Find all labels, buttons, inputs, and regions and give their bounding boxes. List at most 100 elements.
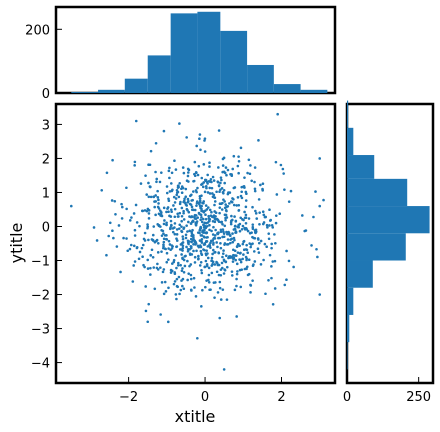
scatter-point [190,205,194,209]
scatter-point [228,202,231,205]
scatter-point [165,210,168,214]
scatter-point [133,160,137,164]
scatter-point [186,278,189,282]
scatter-point [219,181,222,185]
scatter-point [205,249,208,252]
scatter-point [208,192,212,195]
scatter-point [175,239,179,242]
scatter-point [151,233,155,237]
scatter-point [192,208,195,212]
scatter-point [181,267,184,270]
scatter-point [232,154,236,158]
scatter-point [170,210,173,214]
scatter-point [184,195,188,198]
scatter-point [178,292,181,296]
scatter-point [105,253,108,257]
scatter-point [201,182,204,186]
scatter-point [171,188,174,192]
scatter-y-axis: −4 −3 −2 −1 0 1 2 3 [31,118,62,372]
scatter-point [170,223,173,227]
scatter-point [152,195,156,199]
scatter-point [192,235,195,239]
scatter-point [210,229,213,233]
scatter-point [190,240,193,244]
scatter-point [193,174,197,178]
x-histogram-tick-label: 0 [42,87,50,102]
scatter-point [200,252,203,255]
scatter-point [111,158,114,162]
y-histogram-bar [347,178,408,207]
scatter-point [188,202,192,206]
scatter-point [152,266,156,269]
scatter-point [230,237,234,241]
scatter-point [253,187,257,191]
scatter-point [210,264,214,267]
scatter-point [222,198,225,201]
scatter-point [156,196,160,199]
scatter-point [242,248,246,251]
scatter-point [147,212,151,215]
scatter-point [253,180,256,184]
scatter-point [203,190,207,194]
scatter-point [239,251,242,255]
scatter-point [193,261,197,264]
scatter-point [149,149,153,153]
scatter-point [197,257,200,260]
scatter-point [195,200,199,203]
scatter-point [236,225,240,229]
y-marginal-histogram: 0 250 [343,100,435,405]
y-histogram-bars [347,100,430,370]
scatter-point [182,258,186,262]
scatter-point [146,320,150,324]
scatter-point [225,265,229,269]
x-histogram-bar [197,11,221,94]
scatter-point [175,245,178,249]
scatter-point [178,211,182,215]
scatter-point [221,223,224,226]
scatter-point [175,297,178,301]
scatter-point [177,195,181,199]
scatter-point [158,180,162,184]
scatter-point [182,171,186,175]
scatter-point [287,200,291,203]
scatter-point [186,208,189,212]
scatter-point [193,286,196,289]
scatter-point [165,260,169,264]
scatter-point [231,232,234,235]
scatter-point [224,166,228,169]
scatter-point [245,258,248,262]
scatter-point [220,261,224,265]
y-histogram-bar [347,127,354,156]
scatter-point [270,276,273,280]
scatter-point [192,242,195,246]
scatter-point [197,211,201,215]
scatter-point [180,242,184,245]
scatter-point [148,163,152,167]
scatter-point [224,216,227,220]
scatter-point [318,204,322,208]
scatter-point [177,275,181,279]
scatter-point [261,182,265,186]
scatter-point [213,196,217,199]
scatter-point [213,263,217,266]
scatter-point [226,238,230,241]
scatter-point [204,204,208,207]
scatter-point [198,194,202,198]
scatter-point [212,193,216,197]
scatter-point [253,260,257,263]
scatter-point [169,248,172,252]
scatter-point [224,218,227,222]
scatter-point [190,289,193,292]
scatter-point [227,191,230,194]
scatter-point [154,200,158,203]
scatter-point [218,280,222,284]
scatter-point [153,287,157,291]
scatter-point [214,211,218,215]
scatter-point [221,252,225,255]
scatter-point [193,255,197,259]
scatter-point [187,220,190,224]
scatter-point [249,164,252,167]
scatter-point [171,230,175,234]
scatter-point [177,261,180,265]
scatter-point [222,368,226,371]
